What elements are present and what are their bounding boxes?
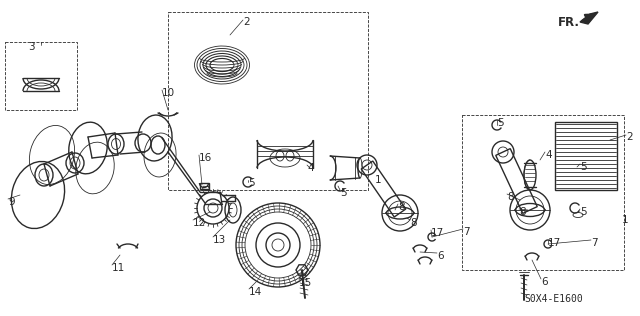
Text: 9: 9	[8, 197, 15, 207]
Text: 17: 17	[548, 238, 561, 248]
Text: 17: 17	[431, 228, 444, 238]
Text: 1: 1	[622, 215, 628, 225]
Bar	[462, 115, 624, 270]
Text: 6: 6	[541, 277, 548, 287]
Text: S0X4-E1600: S0X4-E1600	[524, 294, 583, 304]
Text: 4: 4	[545, 150, 552, 160]
Text: 8: 8	[507, 192, 514, 202]
Text: 8: 8	[519, 207, 525, 217]
Text: 6: 6	[437, 251, 444, 261]
Text: 16: 16	[199, 153, 212, 163]
Text: 3: 3	[28, 42, 35, 52]
Text: 1: 1	[375, 175, 381, 185]
Text: 5: 5	[580, 162, 587, 172]
Bar	[555, 122, 617, 190]
Text: 2: 2	[626, 132, 632, 142]
Text: 10: 10	[162, 88, 175, 98]
Text: 2: 2	[243, 17, 250, 27]
Text: FR.: FR.	[558, 15, 580, 28]
Text: 8: 8	[398, 202, 404, 212]
Bar	[200, 183, 209, 189]
Text: 12: 12	[193, 218, 206, 228]
Text: 5: 5	[580, 207, 587, 217]
Text: 15: 15	[299, 278, 312, 288]
Polygon shape	[580, 12, 598, 24]
Text: 14: 14	[249, 287, 262, 297]
Text: 5: 5	[340, 188, 347, 198]
Bar	[5, 42, 77, 110]
Bar	[168, 12, 368, 190]
Text: 5: 5	[497, 118, 504, 128]
Text: 11: 11	[112, 263, 125, 273]
Text: 5: 5	[248, 178, 255, 188]
Text: 4: 4	[307, 163, 314, 173]
Text: 7: 7	[463, 227, 470, 237]
Text: 8: 8	[410, 218, 417, 228]
Text: 7: 7	[591, 238, 598, 248]
Text: 13: 13	[213, 235, 227, 245]
